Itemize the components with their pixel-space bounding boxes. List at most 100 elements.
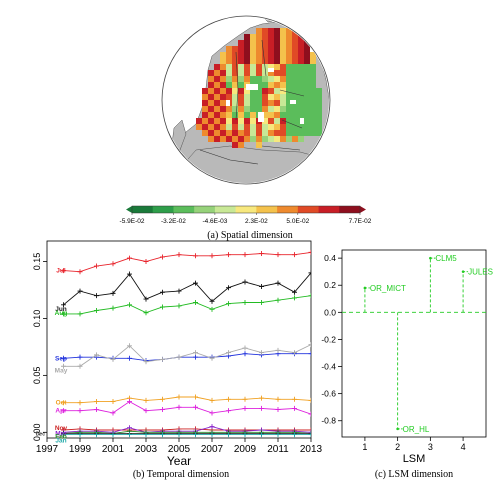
map-cell	[274, 52, 280, 58]
map-cell	[280, 46, 286, 52]
series-point-jul	[193, 253, 198, 259]
map-cell	[250, 136, 256, 142]
series-point-jun	[242, 279, 248, 285]
map-cell	[310, 52, 316, 58]
colorbar-swatch	[318, 206, 340, 213]
series-point-aug	[160, 304, 165, 310]
map-cell	[244, 106, 250, 112]
map-cell	[310, 58, 316, 64]
map-cell	[238, 40, 244, 46]
map-cell	[226, 124, 232, 130]
series-point-may	[259, 350, 264, 356]
series-point-aug	[292, 295, 297, 301]
map-cell	[238, 52, 244, 58]
map-cell	[292, 130, 298, 136]
map-cell	[280, 70, 286, 76]
series-label-dec: Dec	[36, 431, 45, 437]
map-cell	[232, 76, 238, 82]
map-cell	[304, 64, 310, 70]
series-point-jul	[242, 252, 248, 258]
series-point-jan	[110, 432, 116, 438]
map-cell	[238, 100, 244, 106]
series-point-may	[127, 343, 132, 349]
plot-c-y-tick-label: -0.2	[321, 334, 336, 344]
map-cell	[286, 82, 292, 88]
map-cell	[304, 52, 310, 58]
map-cell	[304, 82, 310, 88]
series-point-jun	[61, 302, 66, 308]
map-cell	[262, 70, 268, 76]
map-cell	[310, 124, 316, 130]
map-cell	[274, 94, 280, 100]
series-point-jan	[292, 432, 297, 438]
series-point-apr	[61, 408, 66, 414]
map-cell	[226, 58, 232, 64]
map-cell	[256, 82, 262, 88]
map-cell	[286, 118, 292, 124]
map-cell	[268, 88, 274, 94]
map-cell	[250, 64, 256, 70]
map-cell	[304, 124, 310, 130]
map-cell	[268, 106, 274, 112]
series-label-mar: Mar	[55, 430, 67, 437]
series-point-may	[275, 347, 281, 353]
series-point-aug	[209, 306, 215, 312]
series-point-jul	[275, 252, 281, 258]
map-cell	[280, 76, 286, 82]
map-cell	[256, 52, 262, 58]
map-cell	[304, 94, 310, 100]
map-cell	[244, 34, 250, 40]
plot-c-x-label: LSM	[403, 453, 426, 465]
map-cell	[226, 106, 232, 112]
map-cell	[268, 34, 274, 40]
spatial-map	[161, 15, 331, 185]
map-cell	[238, 46, 244, 52]
map-water-patch	[268, 68, 274, 72]
map-cell	[268, 94, 274, 100]
map-cell	[292, 76, 298, 82]
point-label-clm5: CLM5	[435, 254, 457, 263]
series-point-jan	[275, 432, 281, 438]
map-cell	[286, 46, 292, 52]
map-cell	[208, 88, 214, 94]
map-cell	[202, 94, 208, 100]
colorbar-tick-label: 7.7E-02	[349, 218, 372, 225]
plot-b-y-axis: 0.00 0.05 0.10 0.15	[32, 253, 47, 441]
map-cell	[262, 130, 268, 136]
map-cell	[244, 46, 250, 52]
series-point-jan	[160, 432, 165, 438]
map-cell	[256, 58, 262, 64]
map-cell	[298, 112, 304, 118]
plot-b-x-tick-label: 2011	[267, 444, 289, 455]
colorbar-swatch	[235, 206, 257, 213]
map-cell	[286, 130, 292, 136]
series-point-apr	[127, 399, 132, 405]
map-cell	[292, 124, 298, 130]
plot-c-y-tick-label: 0.2	[324, 280, 336, 290]
map-cell	[220, 64, 226, 70]
plot-b-x-tick-label: 2013	[300, 444, 323, 455]
plot-b-x-tick-label: 2007	[201, 444, 224, 455]
series-point-apr	[209, 410, 215, 416]
series-label-apr: Apr	[55, 408, 67, 415]
colorbar-swatch	[152, 206, 174, 213]
map-lakes	[226, 68, 304, 124]
map-cell	[286, 40, 292, 46]
map-cell	[280, 94, 286, 100]
map-cell	[316, 106, 322, 112]
series-point-sep	[77, 354, 83, 360]
series-point-jun	[275, 280, 281, 286]
map-cell	[232, 70, 238, 76]
map-cell	[238, 88, 244, 94]
series-point-aug	[193, 299, 198, 305]
map-cell	[220, 70, 226, 76]
map-cell	[202, 124, 208, 130]
map-cell	[298, 40, 304, 46]
series-point-may	[160, 356, 165, 362]
series-point-jun	[308, 270, 311, 276]
series-label-may: May	[55, 367, 68, 374]
map-cell	[202, 106, 208, 112]
map-cell	[310, 88, 316, 94]
series-point-nov	[308, 427, 311, 433]
